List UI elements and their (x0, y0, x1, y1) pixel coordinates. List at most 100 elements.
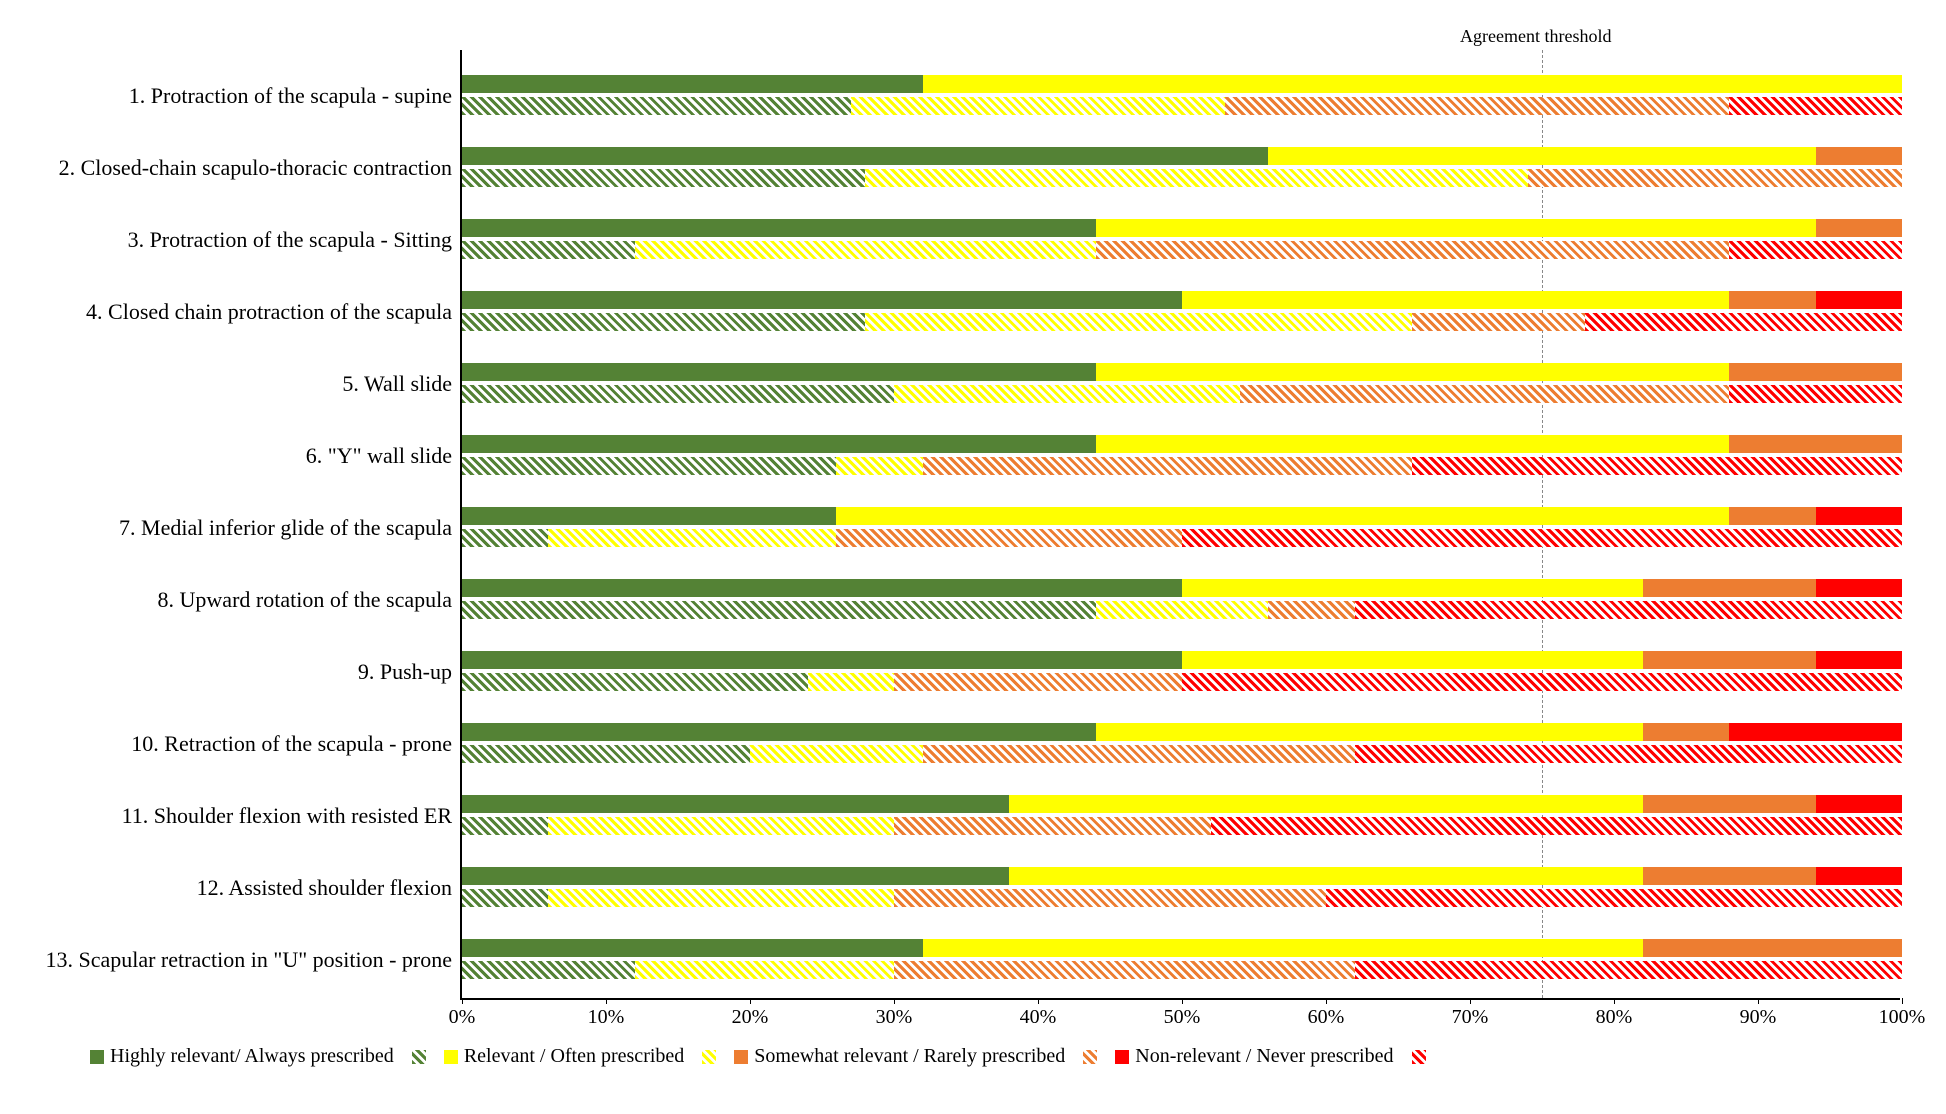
bar-bottom (462, 457, 1902, 475)
segment-somewhat_relevant-hatched (923, 745, 1355, 763)
segment-highly_relevant-hatched (462, 385, 894, 403)
bar-group: 9. Push-up (462, 651, 1900, 691)
legend-swatch (90, 1050, 104, 1064)
segment-somewhat_relevant (1729, 363, 1902, 381)
segment-relevant (923, 939, 1643, 957)
segment-somewhat_relevant-hatched (1268, 601, 1354, 619)
bar-bottom (462, 313, 1902, 331)
segment-highly_relevant (462, 579, 1182, 597)
bar-bottom (462, 385, 1902, 403)
legend-label: Highly relevant/ Always prescribed (110, 1045, 394, 1068)
segment-relevant-hatched (548, 817, 894, 835)
segment-non_relevant-hatched (1355, 601, 1902, 619)
segment-somewhat_relevant (1729, 291, 1815, 309)
segment-highly_relevant (462, 147, 1268, 165)
bar-group: 4. Closed chain protraction of the scapu… (462, 291, 1900, 331)
row-label: 9. Push-up (358, 659, 462, 685)
segment-relevant-hatched (635, 961, 894, 979)
legend-swatch (1412, 1050, 1426, 1064)
legend-swatch (702, 1050, 716, 1064)
segment-somewhat_relevant (1643, 651, 1816, 669)
plot-area: 0%10%20%30%40%50%60%70%80%90%100%1. Prot… (460, 50, 1900, 1000)
segment-non_relevant (1816, 579, 1902, 597)
x-tick-label: 40% (1020, 998, 1057, 1029)
x-tick-label: 70% (1452, 998, 1489, 1029)
segment-highly_relevant-hatched (462, 961, 635, 979)
legend-swatch (734, 1050, 748, 1064)
legend-item: Relevant / Often prescribed (444, 1045, 684, 1068)
segment-highly_relevant-hatched (462, 529, 548, 547)
segment-relevant-hatched (836, 457, 922, 475)
segment-non_relevant (1816, 795, 1902, 813)
segment-highly_relevant-hatched (462, 889, 548, 907)
bar-bottom (462, 601, 1902, 619)
segment-somewhat_relevant (1643, 795, 1816, 813)
x-tick-label: 100% (1879, 998, 1926, 1029)
x-tick-label: 90% (1740, 998, 1777, 1029)
segment-non_relevant-hatched (1211, 817, 1902, 835)
segment-highly_relevant-hatched (462, 313, 865, 331)
bar-top (462, 939, 1902, 957)
bar-group: 12. Assisted shoulder flexion (462, 867, 1900, 907)
segment-relevant-hatched (1096, 601, 1269, 619)
segment-somewhat_relevant-hatched (1412, 313, 1585, 331)
legend-swatch (444, 1050, 458, 1064)
segment-somewhat_relevant-hatched (894, 961, 1355, 979)
segment-highly_relevant-hatched (462, 817, 548, 835)
segment-highly_relevant-hatched (462, 97, 851, 115)
bar-group: 11. Shoulder flexion with resisted ER (462, 795, 1900, 835)
segment-non_relevant-hatched (1412, 457, 1902, 475)
row-label: 8. Upward rotation of the scapula (158, 587, 462, 613)
stacked-bar-chart: 0%10%20%30%40%50%60%70%80%90%100%1. Prot… (20, 20, 1926, 1094)
legend-swatch (1115, 1050, 1129, 1064)
segment-somewhat_relevant-hatched (894, 817, 1211, 835)
segment-highly_relevant-hatched (462, 745, 750, 763)
segment-highly_relevant (462, 651, 1182, 669)
segment-somewhat_relevant-hatched (1240, 385, 1730, 403)
bar-top (462, 363, 1902, 381)
row-label: 10. Retraction of the scapula - prone (131, 731, 462, 757)
segment-non_relevant-hatched (1182, 529, 1902, 547)
bar-group: 13. Scapular retraction in "U" position … (462, 939, 1900, 979)
segment-somewhat_relevant-hatched (923, 457, 1413, 475)
bar-top (462, 579, 1902, 597)
row-label: 7. Medial inferior glide of the scapula (119, 515, 462, 541)
segment-non_relevant (1816, 507, 1902, 525)
segment-relevant-hatched (894, 385, 1240, 403)
segment-relevant (923, 75, 1902, 93)
bar-bottom (462, 169, 1902, 187)
segment-non_relevant-hatched (1585, 313, 1902, 331)
segment-highly_relevant (462, 75, 923, 93)
segment-relevant-hatched (548, 529, 836, 547)
row-label: 2. Closed-chain scapulo-thoracic contrac… (59, 155, 462, 181)
legend-item: Highly relevant/ Always prescribed (90, 1045, 394, 1068)
segment-relevant (1009, 795, 1643, 813)
bar-group: 2. Closed-chain scapulo-thoracic contrac… (462, 147, 1900, 187)
segment-relevant (836, 507, 1729, 525)
segment-relevant (1182, 651, 1643, 669)
x-tick-label: 50% (1164, 998, 1201, 1029)
segment-non_relevant-hatched (1355, 961, 1902, 979)
bar-top (462, 507, 1902, 525)
segment-non_relevant (1729, 723, 1902, 741)
row-label: 13. Scapular retraction in "U" position … (45, 947, 462, 973)
x-tick-label: 30% (876, 998, 913, 1029)
segment-highly_relevant (462, 435, 1096, 453)
segment-relevant (1096, 723, 1643, 741)
bar-group: 6. "Y" wall slide (462, 435, 1900, 475)
bar-bottom (462, 529, 1902, 547)
segment-relevant-hatched (635, 241, 1096, 259)
legend-item (412, 1050, 426, 1064)
segment-relevant (1096, 363, 1730, 381)
segment-highly_relevant (462, 291, 1182, 309)
segment-relevant-hatched (750, 745, 923, 763)
row-label: 4. Closed chain protraction of the scapu… (86, 299, 462, 325)
x-tick-label: 80% (1596, 998, 1633, 1029)
segment-highly_relevant-hatched (462, 601, 1096, 619)
segment-non_relevant-hatched (1355, 745, 1902, 763)
segment-somewhat_relevant (1729, 435, 1902, 453)
legend-label: Relevant / Often prescribed (464, 1045, 684, 1068)
row-label: 6. "Y" wall slide (306, 443, 462, 469)
legend-label: Somewhat relevant / Rarely prescribed (754, 1045, 1065, 1068)
bar-top (462, 651, 1902, 669)
